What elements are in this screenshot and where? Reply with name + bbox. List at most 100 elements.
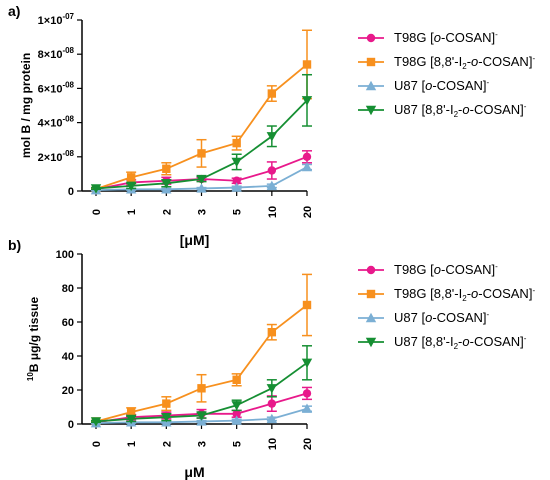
series-2 [91,273,312,426]
data-point [301,161,313,172]
data-point [302,60,312,69]
y-axis-label: 10B μg/g tissue [26,297,41,382]
panel-label: a) [8,3,20,19]
legend-marker [366,265,376,275]
x-tick-label: 2 [161,441,173,447]
legend-label: U87 [o-COSAN]- [394,310,489,325]
y-tick-label: 40 [62,351,74,363]
y-tick-label: 4×10-08 [38,115,75,130]
legend-item: U87 [8,8'-I2-o-COSAN]- [358,102,527,119]
data-point [90,184,102,194]
y-tick-label: 60 [62,317,74,329]
data-point [161,179,172,189]
data-point [196,411,207,421]
data-point [196,174,207,185]
series-2 [91,29,312,194]
data-point [267,89,277,98]
legend-item: T98G [o-COSAN]- [358,262,498,277]
data-point [162,399,171,408]
series-4 [90,73,313,194]
panel-label: b) [8,237,21,253]
x-tick-label: 5 [232,441,244,447]
data-point [161,413,172,423]
data-point [266,413,278,424]
y-axis-label: mol B / mg protein [19,53,33,158]
data-point [267,328,277,337]
legend-item: U87 [o-COSAN]- [358,78,489,93]
legend-item: T98G [8,8'-I2-o-COSAN]- [358,286,535,303]
legend-label: T98G [8,8'-I2-o-COSAN]- [394,286,535,303]
data-point [197,384,206,393]
data-point [232,409,241,418]
data-point [196,183,207,193]
x-tick-label: 10 [267,438,279,450]
data-point [266,132,278,142]
x-tick-label: 0 [91,441,103,447]
series-4 [90,345,313,427]
x-tick-label: 3 [197,209,209,215]
legend-label: U87 [o-COSAN]- [394,78,489,93]
data-point [266,180,278,191]
y-tick-label: 20 [62,385,74,397]
data-point [301,96,313,106]
chart-panel-a: a) 0 2×10-08 4×10-08 6×10-08 8×10-08 1×10-07 0 1… [8,3,314,248]
legend-label: T98G [o-COSAN]- [394,30,498,45]
x-tick-label: 0 [91,209,103,215]
legend-item: T98G [8,8'-I2-o-COSAN]- [358,54,535,71]
data-point [267,166,277,175]
y-tick-label: 0 [68,419,74,431]
data-point [125,181,137,192]
legend-marker [365,337,377,348]
chart-panel-b: b) 0 20 40 60 80 100 0 1 2 3 5 10 20 μM 10B μg/g tissue [8,237,314,480]
x-tick-label: 10 [267,206,279,218]
data-point [125,414,137,425]
data-point [232,375,241,384]
data-point [266,384,278,394]
y-tick-label: 100 [56,249,74,261]
legend-label: T98G [o-COSAN]- [394,262,498,277]
y-tick-label: 0 [68,186,74,198]
x-axis-label: μM [184,464,204,480]
legend-item: U87 [8,8'-I2-o-COSAN]- [358,334,527,351]
data-point [267,399,277,408]
data-point [231,157,242,168]
x-tick-label: 2 [161,209,173,215]
data-point [301,403,313,413]
data-point [232,138,241,148]
data-point [302,389,312,398]
y-tick-label: 6×10-08 [38,80,75,95]
x-tick-label: 1 [126,209,138,215]
data-point [301,358,313,368]
legend-item: T98G [o-COSAN]- [358,30,498,45]
legend-panel-b: T98G [o-COSAN]- T98G [8,8'-I2-o-COSAN]- U8… [358,262,535,351]
data-point [302,300,312,310]
x-tick-label: 1 [126,441,138,447]
x-tick-label: 20 [302,206,314,218]
legend-marker [366,57,376,67]
x-axis-label: [μM] [180,232,210,248]
data-point [232,176,241,185]
legend-marker [365,312,377,323]
legend-marker [366,289,376,299]
data-point [162,164,171,173]
data-point [231,182,242,192]
legend-label: T98G [8,8'-I2-o-COSAN]- [394,54,535,71]
legend-item: U87 [o-COSAN]- [358,310,489,325]
data-point [231,401,242,411]
data-point [302,152,312,161]
x-tick-label: 5 [232,209,244,215]
y-tick-label: 1×10-07 [38,12,75,27]
data-point [126,173,136,182]
y-tick-label: 8×10-08 [38,46,75,61]
x-tick-label: 20 [302,438,314,450]
x-tick-label: 3 [197,441,209,447]
legend-marker [365,80,377,91]
data-point [231,415,242,425]
data-point [196,416,207,426]
data-point [126,407,136,417]
data-point [90,417,102,427]
legend-panel-a: T98G [o-COSAN]- T98G [8,8'-I2-o-COSAN]- U8… [358,30,535,119]
y-tick-label: 80 [62,283,74,295]
legend-label: U87 [8,8'-I2-o-COSAN]- [394,334,527,351]
